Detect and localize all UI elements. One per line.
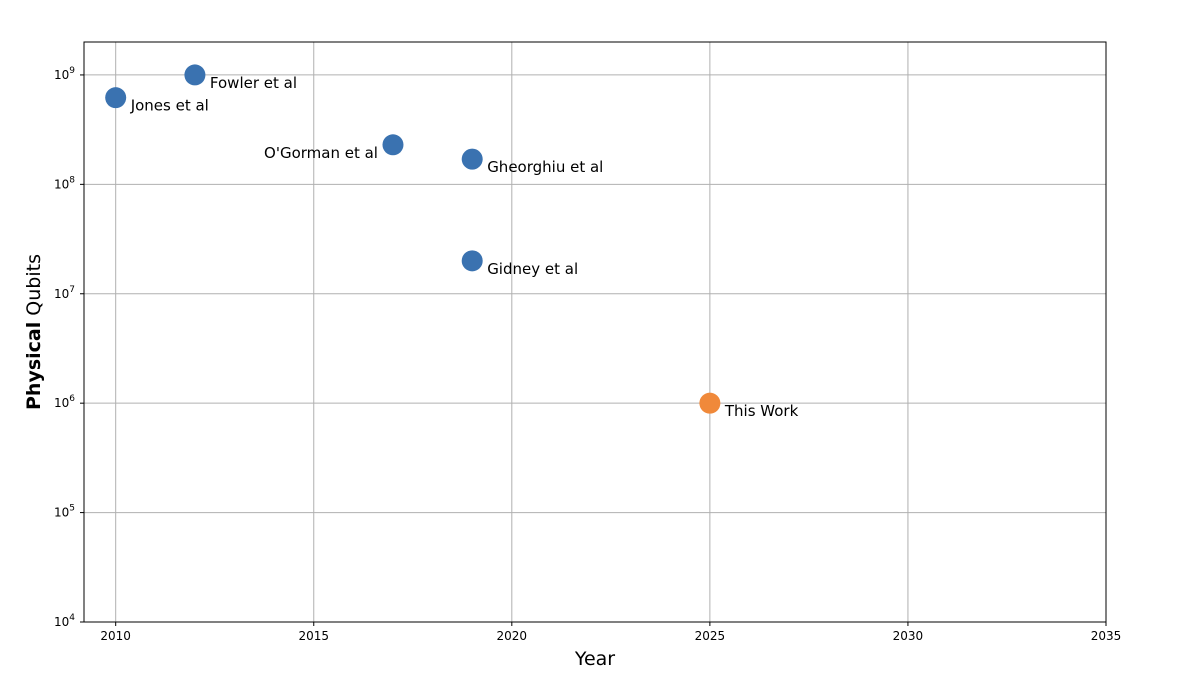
y-tick-label: 107 xyxy=(54,285,75,301)
y-tick-exponent: 7 xyxy=(69,285,75,295)
plot-frame xyxy=(83,41,1107,623)
y-tick-exponent: 8 xyxy=(69,175,75,185)
y-tick-base: 10 xyxy=(54,287,69,301)
y-tick-label: 109 xyxy=(54,66,75,82)
data-point-marker xyxy=(105,87,127,109)
y-tick-base: 10 xyxy=(54,177,69,191)
data-point-label: O'Gorman et al xyxy=(264,144,378,162)
y-tick-base: 10 xyxy=(54,396,69,410)
y-tick-label: 105 xyxy=(54,504,75,520)
data-point-label: Jones et al xyxy=(130,97,209,115)
x-axis-ticks: 2010 2015 2020 2025 2030 2035 xyxy=(100,622,1121,643)
data-point-label: Fowler et al xyxy=(210,74,297,92)
x-tick-label: 2010 xyxy=(100,629,131,643)
y-axis-title-bold: Physical xyxy=(23,322,45,410)
y-axis-title: Physical Qubits xyxy=(23,254,45,410)
y-tick-label: 104 xyxy=(54,613,75,629)
data-point-marker xyxy=(184,64,206,86)
data-point-marker xyxy=(382,134,404,156)
y-tick-base: 10 xyxy=(54,506,69,520)
y-axis-title-rest: Qubits xyxy=(23,254,45,322)
y-tick-exponent: 6 xyxy=(69,394,75,404)
x-tick-label: 2030 xyxy=(893,629,924,643)
y-tick-exponent: 4 xyxy=(69,613,75,623)
x-tick-label: 2015 xyxy=(298,629,329,643)
data-point-label: Gheorghiu et al xyxy=(487,158,603,176)
data-point-marker xyxy=(461,250,483,272)
x-tick-label: 2035 xyxy=(1091,629,1122,643)
x-axis-title: Year xyxy=(574,648,615,670)
data-point-marker xyxy=(699,392,721,414)
y-tick-exponent: 5 xyxy=(69,504,75,514)
x-tick-label: 2025 xyxy=(695,629,726,643)
y-tick-base: 10 xyxy=(54,615,69,629)
data-point-label: Gidney et al xyxy=(487,260,578,278)
x-tick-label: 2020 xyxy=(497,629,528,643)
y-tick-label: 108 xyxy=(54,175,75,191)
grid xyxy=(84,42,1107,623)
y-tick-base: 10 xyxy=(54,68,69,82)
y-tick-label: 106 xyxy=(54,394,75,410)
data-point-marker xyxy=(461,148,483,170)
y-tick-exponent: 9 xyxy=(69,66,75,76)
data-point-label: This Work xyxy=(724,402,799,420)
